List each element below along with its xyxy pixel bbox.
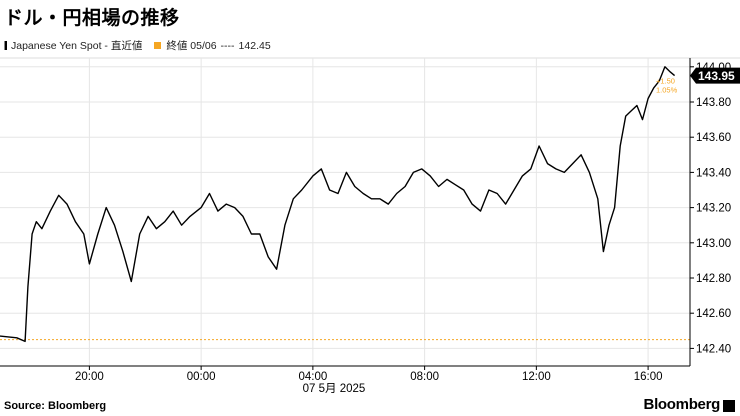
change-label-abs: +1.50 <box>656 77 675 86</box>
grid-lines <box>0 58 690 366</box>
y-tick-label: 143.80 <box>696 97 731 109</box>
y-tick-label: 143.00 <box>696 238 731 250</box>
legend: Japanese Yen Spot - 直近値 終値 05/06 ---- 14… <box>4 38 271 53</box>
y-tick-label: 143.20 <box>696 203 731 215</box>
legend-series-label: Japanese Yen Spot - 直近値 <box>11 40 143 52</box>
x-tick-label: 12:00 <box>522 371 551 383</box>
y-tick-label: 143.40 <box>696 167 731 179</box>
x-tick-label: 16:00 <box>634 371 663 383</box>
y-tick-label: 142.60 <box>696 308 731 320</box>
x-axis-label: 07 5月 2025 <box>303 383 366 395</box>
x-tick-label: 08:00 <box>410 371 439 383</box>
x-tick-label: 04:00 <box>298 371 327 383</box>
change-label-pct: 1.05% <box>656 86 678 95</box>
last-value-marker <box>690 67 740 84</box>
brand-logo: Bloomberg <box>643 396 721 413</box>
brand-icon <box>723 400 735 412</box>
x-ticks: 20:00 00:00 04:00 08:00 12:00 16:00 <box>75 366 662 383</box>
series-line <box>0 66 676 343</box>
legend-ref-value: 142.45 <box>238 39 271 52</box>
line-chart: 142.40 142.60 142.80 143.00 143.20 143.40 143.… <box>0 57 740 395</box>
chart-title: ドル・円相場の推移 <box>4 7 180 29</box>
y-tick-label: 142.80 <box>696 273 731 285</box>
legend-ref-label: 終値 05/06 <box>166 40 217 52</box>
reference-swatch <box>154 42 162 49</box>
x-tick-label: 20:00 <box>75 371 104 383</box>
y-tick-label: 142.40 <box>696 343 731 355</box>
series-swatch <box>4 41 7 50</box>
y-tick-label: 143.60 <box>696 132 731 144</box>
source-note: Source: Bloomberg <box>4 400 107 412</box>
last-value-label: 143.95 <box>698 69 735 83</box>
x-tick-label: 00:00 <box>187 371 216 383</box>
legend-ref-dashes: ---- <box>220 39 235 52</box>
y-ticks: 142.40 142.60 142.80 143.00 143.20 143.40 143.… <box>690 62 731 355</box>
